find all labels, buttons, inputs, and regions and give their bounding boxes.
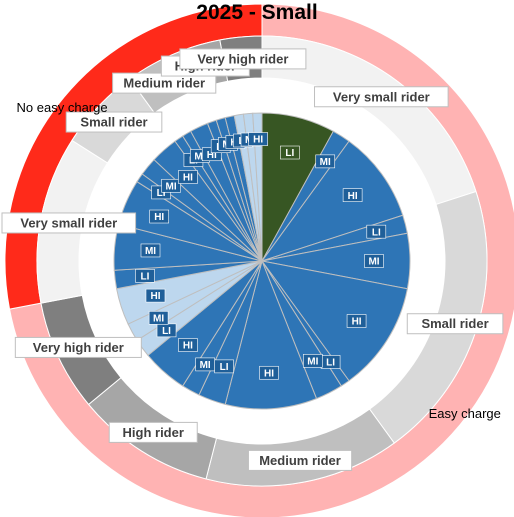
inner-label-box xyxy=(195,357,215,372)
inner-label-box xyxy=(342,188,363,202)
middle-label: Medium rider xyxy=(259,453,341,468)
inner-label: LI xyxy=(326,358,335,369)
inner-pie-segment xyxy=(260,260,408,382)
inner-label: LI xyxy=(285,148,294,159)
inner-label-box xyxy=(259,365,279,380)
inner-label-box xyxy=(315,154,336,169)
chart-title: 2025 - Small xyxy=(196,1,318,24)
inner-label: HI xyxy=(183,341,193,352)
middle-label-box xyxy=(179,48,307,70)
inner-label: LI xyxy=(162,326,171,337)
inner-pie-segment xyxy=(224,259,318,410)
inner-label: MI xyxy=(166,181,177,192)
inner-label-box xyxy=(148,311,169,325)
inner-label-box xyxy=(303,353,323,368)
inner-label-box xyxy=(248,132,268,146)
middle-label-box xyxy=(247,449,353,471)
inner-label: HI xyxy=(183,173,193,184)
inner-label: MI xyxy=(145,246,156,257)
middle-label-box xyxy=(65,111,163,133)
inner-label-box xyxy=(346,314,367,328)
inner-label-box xyxy=(145,288,166,303)
middle-label: High rider xyxy=(123,425,184,440)
inner-label: HI xyxy=(154,212,164,223)
outer-labels: Easy charge No easy charge xyxy=(17,100,501,421)
inner-label-box xyxy=(178,338,198,352)
inner-label: HI xyxy=(264,368,274,379)
middle-label-box xyxy=(314,86,449,108)
inner-label-box xyxy=(161,178,181,193)
inner-label: HI xyxy=(207,150,217,161)
inner-label: MI xyxy=(307,356,318,367)
middle-label: Very small rider xyxy=(20,215,117,230)
inner-label-box xyxy=(140,243,161,258)
inner-label: MI xyxy=(200,360,211,371)
middle-labels: Very small rider Small rider Medium rider H… xyxy=(1,48,504,471)
middle-label: Very high rider xyxy=(33,340,124,355)
inner-label: LI xyxy=(372,227,381,238)
inner-label: LI xyxy=(140,271,149,282)
inner-label-box xyxy=(178,170,198,184)
inner-pie-segment xyxy=(252,112,263,262)
inner-pie xyxy=(113,112,411,410)
middle-label-box xyxy=(108,421,198,443)
inner-pie-segment xyxy=(260,140,404,262)
outer-label: No easy charge xyxy=(17,100,108,115)
middle-label: Small rider xyxy=(80,115,147,130)
inner-label: LI xyxy=(157,188,166,199)
inner-label-box xyxy=(366,224,387,239)
middle-label: Very high rider xyxy=(197,51,288,66)
inner-label-box xyxy=(364,254,384,268)
inner-label: HI xyxy=(253,135,263,146)
inner-label-box xyxy=(280,145,300,160)
middle-label-box xyxy=(406,313,504,335)
inner-label: MI xyxy=(194,152,205,163)
inner-label-box xyxy=(135,268,155,283)
inner-label: LI xyxy=(220,362,229,373)
middle-label: Small rider xyxy=(421,316,488,331)
outer-label: Easy charge xyxy=(429,406,501,421)
middle-label-box xyxy=(1,212,137,234)
middle-label: Medium rider xyxy=(123,76,205,91)
middle-label: Very small rider xyxy=(333,89,430,104)
inner-label: HI xyxy=(352,317,362,328)
inner-label: MI xyxy=(368,257,379,268)
inner-label-box xyxy=(149,209,170,224)
inner-label: MI xyxy=(153,313,164,324)
inner-label: MI xyxy=(320,157,331,168)
inner-labels: LIMIHILIMIHILIMIHILIMIHILIMIHILIMIHILIMI… xyxy=(135,132,387,380)
middle-label-box xyxy=(14,336,142,358)
inner-label: HI xyxy=(150,291,160,302)
inner-label: HI xyxy=(348,191,358,202)
